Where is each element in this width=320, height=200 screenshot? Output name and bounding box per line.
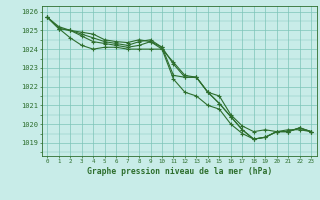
X-axis label: Graphe pression niveau de la mer (hPa): Graphe pression niveau de la mer (hPa) [87, 167, 272, 176]
